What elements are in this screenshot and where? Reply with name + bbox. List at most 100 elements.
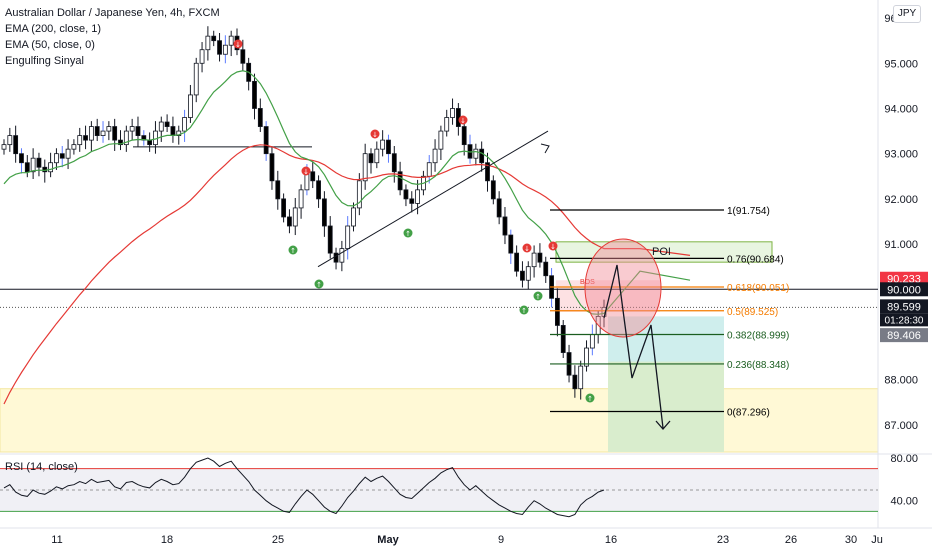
- y-tick-label: 87.000: [884, 420, 918, 432]
- candle-body: [170, 126, 176, 136]
- rsi-tick-label: 80.00: [890, 453, 918, 465]
- fib-label: 0.618(90.051): [727, 283, 789, 294]
- candle-body: [7, 135, 13, 146]
- candle-body: [438, 130, 444, 150]
- candle-body: [321, 198, 327, 227]
- x-tick-label: 30: [845, 534, 857, 546]
- candle-body: [327, 225, 333, 254]
- target-zone-lower: [608, 361, 724, 452]
- candle-body: [129, 126, 135, 132]
- candle-body: [1, 144, 7, 150]
- candle-body: [391, 153, 397, 173]
- candle-body: [42, 166, 48, 173]
- candle-body: [71, 144, 77, 150]
- sell-signal-icon: [301, 166, 311, 176]
- support-zone: [0, 388, 879, 453]
- candle-body: [292, 207, 298, 227]
- signal-arrow-glyph: ↑: [316, 281, 322, 289]
- candle-body: [48, 162, 54, 173]
- buy-signal-icon: [314, 279, 324, 289]
- candle-body: [100, 130, 106, 137]
- candle-body: [65, 148, 71, 159]
- candle-body: [490, 180, 496, 200]
- signal-arrow-glyph: ↓: [460, 117, 466, 125]
- candle-body: [298, 189, 304, 209]
- candle-body: [496, 198, 502, 218]
- signal-arrow-glyph: ↑: [535, 293, 541, 301]
- candle-body: [112, 126, 118, 141]
- y-tick-label: 92.000: [884, 194, 918, 206]
- candle-body: [560, 325, 566, 353]
- candle-body: [263, 126, 269, 155]
- x-tick-label: 16: [605, 534, 617, 546]
- price-tag-b: 90.000: [887, 284, 921, 296]
- candle-body: [333, 252, 339, 263]
- candle-body: [54, 153, 59, 164]
- candle-body: [222, 44, 228, 55]
- candle-body: [24, 162, 30, 173]
- y-tick-label: 95.000: [884, 58, 918, 70]
- chart-legend: Australian Dollar / Japanese Yen, 4h, FX…: [5, 5, 220, 69]
- candle-body: [252, 80, 257, 109]
- countdown-label: 01:28:30: [885, 315, 924, 326]
- candle-body: [572, 374, 578, 390]
- candle-body: [123, 130, 129, 146]
- candle-body: [537, 252, 543, 263]
- fib-label: 0.76(90.684): [727, 254, 784, 265]
- candle-body: [368, 153, 374, 164]
- signal-arrow-glyph: ↓: [303, 168, 309, 176]
- y-tick-label: 88.000: [884, 375, 918, 387]
- sell-signal-icon: [522, 243, 532, 253]
- rsi-legend[interactable]: RSI (14, close): [5, 461, 78, 473]
- sell-signal-icon: [458, 115, 468, 125]
- candle-body: [374, 148, 380, 164]
- legend-ema50[interactable]: EMA (50, close, 0): [5, 39, 95, 51]
- candle-body: [135, 126, 141, 136]
- candle-body: [176, 130, 182, 137]
- candle-body: [397, 171, 403, 191]
- candle-body: [36, 157, 42, 168]
- candle-body: [118, 139, 123, 146]
- candle-body: [19, 153, 24, 164]
- candle-body: [351, 207, 356, 227]
- candle-body: [380, 139, 386, 150]
- candle-body: [193, 62, 199, 96]
- candle-body: [88, 126, 94, 141]
- candle-body: [362, 153, 368, 182]
- signal-arrow-glyph: ↑: [405, 230, 411, 238]
- legend-ema200[interactable]: EMA (200, close, 1): [5, 23, 101, 35]
- candle-body: [415, 189, 420, 204]
- candle-body: [432, 148, 438, 164]
- buy-signal-icon: [533, 291, 543, 301]
- candle-body: [59, 153, 65, 159]
- currency-button[interactable]: JPY: [893, 5, 921, 23]
- fib-label: 0.236(88.348): [727, 360, 789, 371]
- candle-body: [531, 252, 537, 268]
- candle-body: [444, 117, 450, 132]
- fib-label: 1(91.754): [727, 206, 770, 217]
- candle-body: [520, 270, 525, 281]
- signal-arrow-glyph: ↓: [550, 243, 556, 251]
- candle-body: [281, 198, 287, 218]
- candle-body: [240, 49, 246, 64]
- candle-body: [164, 121, 170, 127]
- legend-engulfing[interactable]: Engulfing Sinyal: [5, 55, 84, 67]
- candle-body: [205, 35, 211, 51]
- candle-body: [199, 49, 205, 64]
- candle-body: [275, 180, 281, 200]
- y-tick-label: 91.000: [884, 239, 918, 251]
- candle-body: [356, 180, 362, 209]
- candle-body: [269, 153, 275, 182]
- candle-body: [409, 198, 415, 204]
- candle-body: [479, 148, 485, 164]
- price-tag-current-bg: [880, 299, 928, 314]
- ema50-line: [3, 70, 691, 315]
- buy-signal-icon: [403, 228, 413, 238]
- y-tick-label: 93.000: [884, 149, 918, 161]
- candle-body: [450, 108, 455, 118]
- price-tag-current: 89.599: [887, 301, 921, 313]
- candle-body: [386, 139, 391, 155]
- candle-body: [310, 171, 316, 182]
- candle-body: [339, 248, 345, 263]
